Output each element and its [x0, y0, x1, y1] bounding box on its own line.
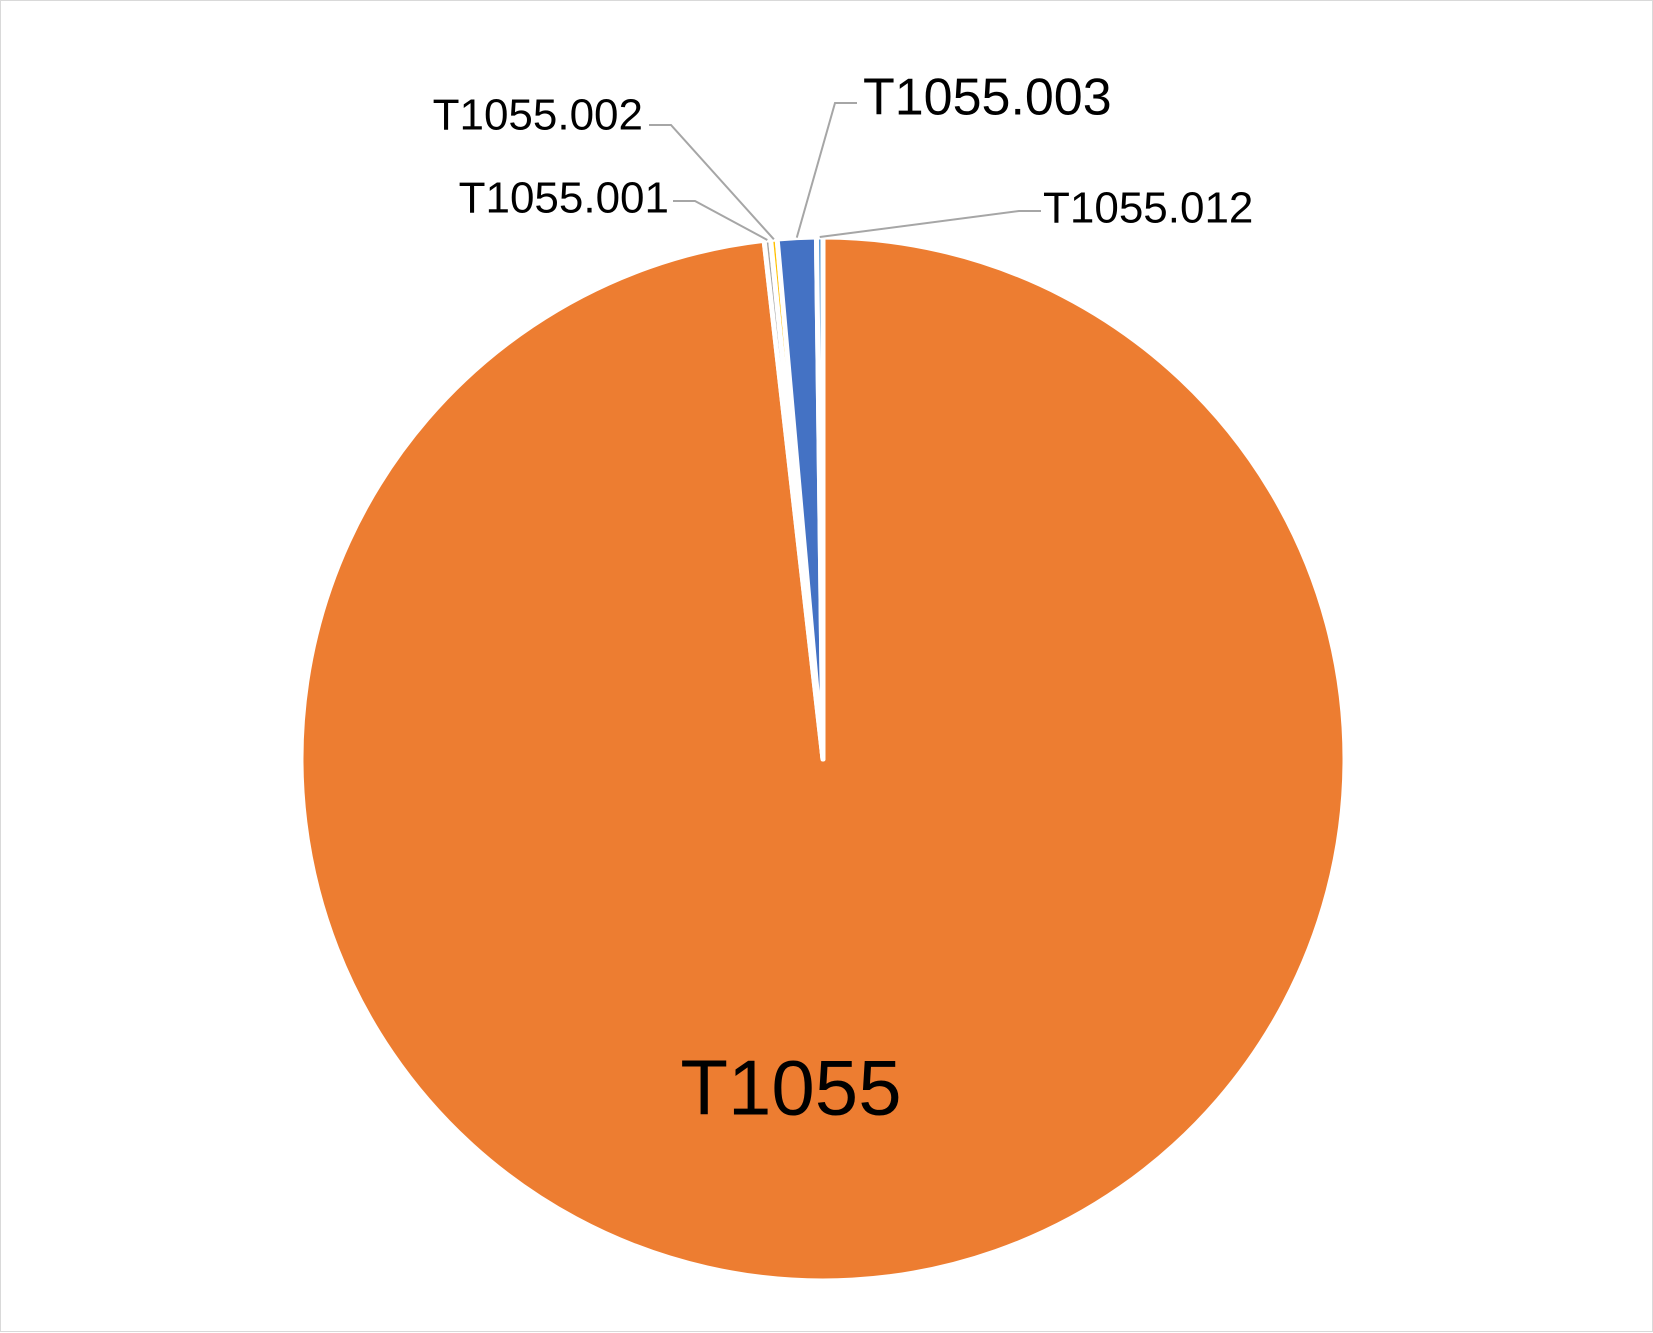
- leader-lines-layer: [649, 102, 1041, 241]
- data-labels-layer: T1055 T1055.001 T1055.002 T1055.003 T1055.01…: [433, 69, 1254, 1132]
- data-label-t1055-003: T1055.003: [863, 69, 1112, 127]
- leader-line-t1055-001: [673, 200, 768, 241]
- leader-line-t1055-012: [819, 210, 1041, 239]
- leader-line-t1055-002: [649, 124, 775, 240]
- data-label-t1055-012: T1055.012: [1043, 184, 1253, 233]
- data-label-t1055-001: T1055.001: [459, 174, 669, 223]
- data-label-t1055-002: T1055.002: [433, 91, 643, 140]
- data-label-t1055: T1055: [680, 1044, 901, 1132]
- leader-line-t1055-003: [795, 102, 857, 238]
